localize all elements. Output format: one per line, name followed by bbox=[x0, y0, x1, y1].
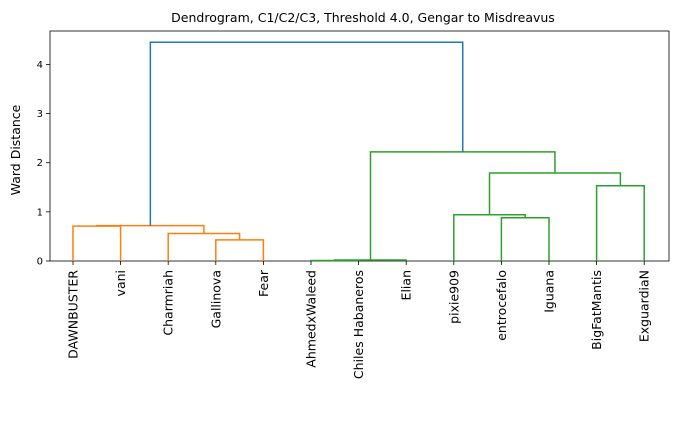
leaf-label: DAWNBUSTER bbox=[66, 270, 81, 359]
leaf-label: vani bbox=[113, 270, 128, 296]
leaf-label: pixie909 bbox=[446, 270, 461, 324]
plot-frame bbox=[50, 31, 669, 261]
y-tick-label: 4 bbox=[37, 60, 43, 71]
leaf-label: Chiles Habaneros bbox=[351, 270, 366, 379]
leaf-label: ExguardiaN bbox=[637, 270, 652, 342]
leaf-label: Elian bbox=[399, 270, 414, 300]
chart-title: Dendrogram, C1/C2/C3, Threshold 4.0, Gen… bbox=[171, 10, 555, 25]
leaf-label: Charmriah bbox=[161, 270, 176, 336]
leaf-label: entrocefalo bbox=[494, 270, 509, 341]
dendrogram-chart: Dendrogram, C1/C2/C3, Threshold 4.0, Gen… bbox=[0, 0, 679, 426]
leaf-label: Fear bbox=[256, 269, 271, 297]
y-tick-label: 3 bbox=[37, 109, 43, 120]
y-tick-label: 2 bbox=[37, 158, 43, 169]
y-axis-label: Ward Distance bbox=[8, 104, 23, 195]
plot-area bbox=[50, 31, 669, 261]
y-tick-label: 1 bbox=[37, 207, 43, 218]
leaf-label: Gallinova bbox=[208, 270, 223, 328]
leaf-label: BigFatMantis bbox=[589, 270, 604, 350]
leaf-label: Iguana bbox=[542, 270, 557, 313]
y-tick-label: 0 bbox=[37, 257, 43, 268]
leaf-label: AhmedxWaleed bbox=[304, 270, 319, 368]
